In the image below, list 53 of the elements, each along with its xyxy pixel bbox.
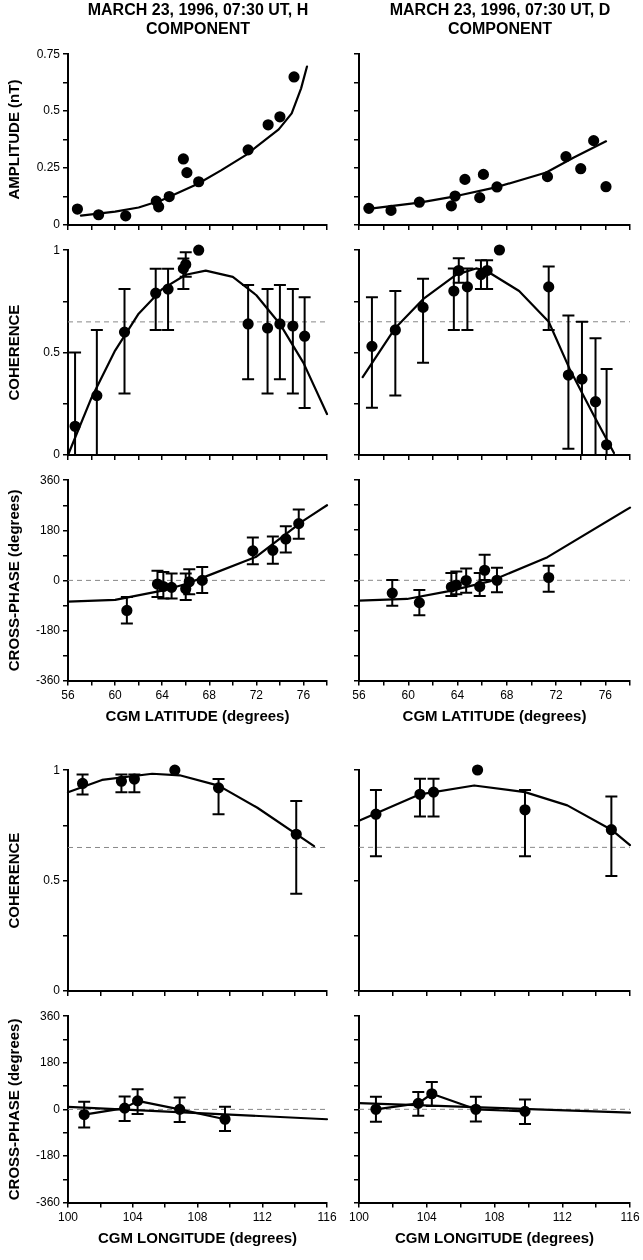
chart-title: MARCH 23, 1996, 07:30 UT, D COMPONENT — [388, 0, 612, 39]
x-tick-label: 76 — [296, 688, 311, 703]
x-tick-label: 60 — [401, 688, 416, 703]
x-tick-label: 112 — [252, 1210, 273, 1225]
x-axis-title: CGM LATITUDE (degrees) — [402, 707, 587, 725]
x-tick-label: 76 — [598, 688, 613, 703]
y-axis-title: COHERENCE — [5, 832, 23, 929]
y-tick-label: 0.75 — [36, 46, 61, 61]
y-axis-title: CROSS-PHASE (degrees) — [5, 1018, 23, 1201]
x-tick-label: 64 — [155, 688, 170, 703]
y-tick-label: 1 — [53, 242, 61, 257]
x-axis-title: CGM LONGITUDE (degrees) — [97, 1229, 298, 1247]
y-axis-title: CROSS-PHASE (degrees) — [5, 489, 23, 672]
y-tick-label: 360 — [39, 1008, 61, 1023]
y-tick-label: 1 — [53, 762, 61, 777]
y-tick-label: 180 — [39, 522, 61, 537]
y-tick-label: 0.5 — [43, 872, 61, 887]
x-tick-label: 100 — [348, 1210, 370, 1225]
x-tick-label: 116 — [620, 1210, 640, 1225]
y-tick-label: 0 — [53, 217, 61, 232]
x-tick-label: 64 — [450, 688, 465, 703]
x-tick-label: 108 — [187, 1210, 208, 1225]
x-tick-label: 112 — [552, 1210, 573, 1225]
y-tick-label: -360 — [35, 1194, 61, 1209]
x-tick-label: 56 — [352, 688, 366, 703]
x-tick-label: 68 — [500, 688, 514, 703]
y-axis-title: COHERENCE — [5, 304, 23, 401]
y-tick-label: -180 — [35, 1148, 61, 1163]
x-tick-label: 60 — [108, 688, 123, 703]
x-tick-label: 100 — [57, 1210, 79, 1225]
x-tick-label: 108 — [484, 1210, 505, 1225]
chart-title: MARCH 23, 1996, 07:30 UT, H COMPONENT — [86, 0, 310, 39]
y-tick-label: 0.5 — [43, 344, 61, 359]
y-tick-label: 0.25 — [36, 160, 61, 175]
x-axis-title: CGM LATITUDE (degrees) — [105, 707, 290, 725]
y-tick-label: 360 — [39, 472, 61, 487]
x-tick-label: 72 — [549, 688, 564, 703]
y-tick-label: -360 — [35, 672, 61, 687]
x-tick-label: 116 — [317, 1210, 337, 1225]
x-axis-title: CGM LONGITUDE (degrees) — [394, 1229, 595, 1247]
y-tick-label: -180 — [35, 622, 61, 637]
y-tick-label: 0 — [53, 983, 61, 998]
y-tick-label: 0.5 — [43, 103, 61, 118]
x-tick-label: 72 — [249, 688, 264, 703]
y-tick-label: 0 — [53, 447, 61, 462]
x-tick-label: 104 — [122, 1210, 144, 1225]
y-tick-label: 0 — [53, 572, 61, 587]
x-tick-label: 56 — [61, 688, 75, 703]
x-tick-label: 104 — [416, 1210, 438, 1225]
x-tick-label: 68 — [202, 688, 217, 703]
y-tick-label: 180 — [39, 1055, 61, 1070]
y-axis-title: AMPLITUDE (nT) — [5, 79, 23, 200]
y-tick-label: 0 — [53, 1101, 61, 1116]
